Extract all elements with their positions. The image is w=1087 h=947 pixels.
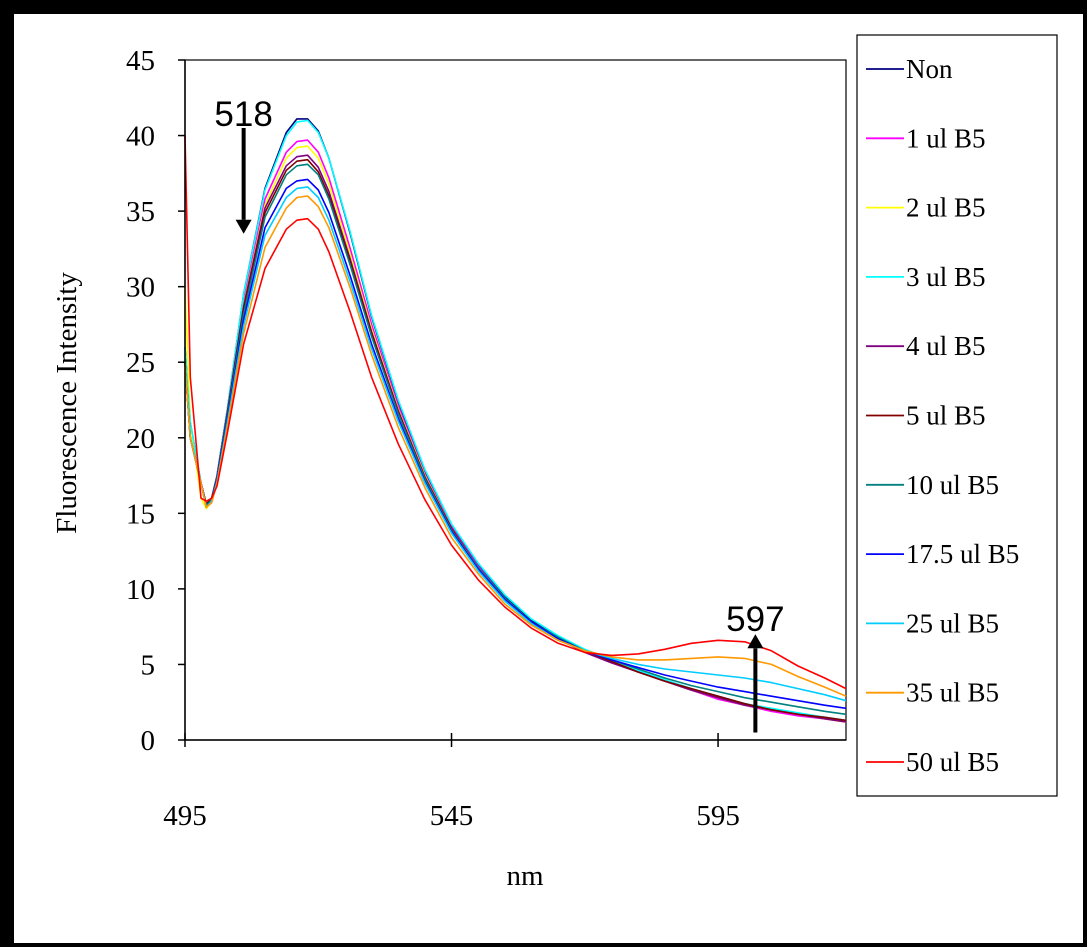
y-tick-label: 25	[126, 347, 155, 379]
legend-label: 3 ul B5	[906, 262, 986, 292]
y-tick-label: 5	[141, 649, 156, 681]
annotation-arrowhead	[235, 219, 252, 234]
y-tick-label: 0	[141, 725, 156, 757]
legend-label: 50 ul B5	[906, 747, 999, 777]
x-axis-title: nm	[506, 860, 544, 892]
legend-label: 25 ul B5	[906, 608, 999, 638]
annotation-arrowhead	[747, 634, 764, 649]
y-tick-label: 20	[126, 423, 155, 455]
legend: Non 1 ul B5 2 ul B5 3 ul B5 4 ul B5 5 ul B5 10…	[856, 34, 1058, 797]
axes: 0 5 10 15 20 25 30 35 40 45 495 545 595	[126, 45, 846, 832]
legend-label: 5 ul B5	[906, 401, 986, 431]
y-tick-label: 30	[126, 272, 155, 304]
x-tick-label: 595	[696, 800, 740, 832]
x-tick-label: 495	[163, 800, 207, 832]
y-tick-label: 15	[126, 498, 155, 530]
legend-label: 10 ul B5	[906, 470, 999, 500]
legend-label: 35 ul B5	[906, 678, 999, 708]
y-tick-label: 10	[126, 574, 155, 606]
series-line	[184, 195, 847, 697]
annotation-label: 518	[214, 95, 272, 134]
annotation-label: 597	[726, 600, 784, 639]
legend-label: 4 ul B5	[906, 331, 986, 361]
series-lines	[184, 118, 847, 723]
y-tick-label: 45	[126, 45, 155, 77]
series-line	[184, 135, 847, 690]
legend-label: 2 ul B5	[906, 193, 986, 223]
y-tick-label: 40	[126, 121, 155, 153]
y-axis-title: Fluorescence Intensity	[51, 272, 83, 534]
legend-label: 1 ul B5	[906, 123, 986, 153]
legend-label: Non	[906, 54, 953, 84]
y-tick-label: 35	[126, 196, 155, 228]
x-tick-label: 545	[430, 800, 474, 832]
legend-label: 17.5 ul B5	[906, 539, 1019, 569]
annotations: 518 597	[214, 95, 785, 733]
plot-area	[184, 59, 847, 741]
